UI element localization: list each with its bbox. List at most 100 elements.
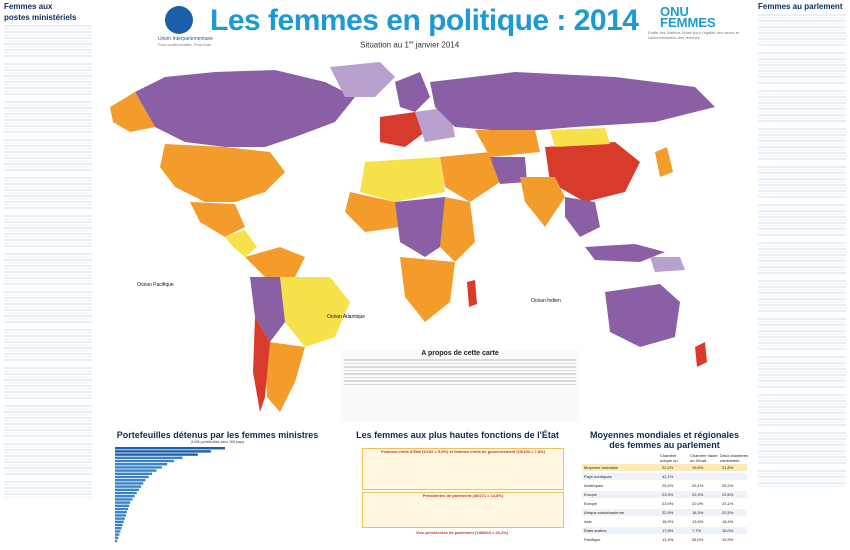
list-row: [4, 496, 92, 498]
world-map: Océan Pacifique Océan Atlantique Océan I…: [95, 52, 750, 422]
list-row: [758, 314, 846, 316]
portfolio-bar: [115, 456, 183, 459]
list-row: [4, 183, 92, 185]
list-row: [758, 231, 846, 233]
list-row: [4, 490, 92, 492]
list-row: [758, 286, 846, 288]
list-row: [4, 230, 92, 232]
averages-value: 25,1%: [692, 483, 704, 488]
list-row: [758, 158, 846, 160]
averages-row: États arabes 17,8% 7,7% 16,0%: [582, 527, 747, 534]
list-row: [758, 383, 846, 385]
averages-value: 22,4%: [692, 492, 704, 497]
list-row: [4, 347, 92, 349]
list-row: [4, 271, 92, 273]
list-row: [758, 172, 846, 174]
list-row: [4, 87, 92, 89]
averages-value: 23,3%: [662, 492, 674, 497]
averages-header-row: Chambre unique ou basseChambre haute ou …: [582, 452, 748, 468]
list-row: [758, 251, 846, 253]
list-row: [758, 397, 846, 399]
list-row: [4, 157, 92, 159]
about-text-line: [344, 359, 576, 361]
list-row: [4, 376, 92, 378]
list-row: [758, 90, 846, 92]
list-row: [4, 249, 92, 251]
list-row: [4, 224, 92, 226]
ipu-name: Union Interparlementaire: [158, 36, 214, 42]
list-row: [758, 128, 846, 130]
ipu-logo: [165, 6, 193, 34]
list-row: [758, 143, 846, 145]
parliament-title: Femmes au parlement: [758, 2, 843, 11]
list-row: [4, 280, 92, 282]
averages-region: Europe: [584, 501, 597, 506]
list-row: [4, 401, 92, 403]
list-row: [4, 446, 92, 448]
list-row: [758, 23, 846, 25]
list-row: [4, 312, 92, 314]
list-row: [4, 215, 92, 217]
north-africa-region: [360, 157, 445, 202]
indonesia-region: [585, 244, 665, 262]
ocean-label-pacific: Océan Pacifique: [137, 282, 174, 288]
about-text-line: [344, 362, 576, 364]
list-row: [758, 79, 846, 81]
list-row: [4, 242, 92, 244]
australia-region: [605, 284, 680, 347]
list-row: [758, 421, 846, 423]
list-row: [4, 370, 92, 372]
list-row: [758, 131, 846, 133]
list-row: [4, 426, 92, 428]
list-row: [4, 28, 92, 30]
portfolio-bar: [115, 495, 135, 498]
averages-value: 7,7%: [692, 528, 702, 533]
list-row: [758, 76, 846, 78]
list-row: [758, 327, 846, 329]
averages-col-header: Chambre haute ou Sénat: [690, 453, 718, 463]
heads-title: Les femmes aux plus hautes fonctions de …: [356, 430, 559, 440]
averages-region: Europe: [584, 492, 597, 497]
ministerial-title-line1: Femmes aux: [4, 2, 53, 11]
madagascar-region: [467, 280, 477, 307]
portfolio-bar: [115, 485, 142, 488]
list-row: [758, 333, 846, 335]
list-row: [758, 169, 846, 171]
list-row: [4, 253, 92, 255]
southeast-asia-region: [565, 197, 600, 237]
list-row: [758, 435, 846, 437]
heads-box-speakers: Présidentes de parlement (40/271 = 14,8%…: [362, 492, 564, 528]
list-row: [4, 218, 92, 220]
averages-row: Pays nordiques 42,1%: [582, 473, 747, 480]
list-row: [4, 116, 92, 118]
list-row: [4, 344, 92, 346]
list-row: [758, 428, 846, 430]
list-row: [4, 385, 92, 387]
list-row: [4, 455, 92, 457]
list-row: [758, 20, 846, 22]
list-row: [4, 484, 92, 486]
list-row: [4, 373, 92, 375]
list-row: [758, 108, 846, 110]
list-row: [4, 43, 92, 45]
list-row: [758, 280, 846, 282]
list-row: [758, 266, 846, 268]
list-row: [758, 181, 846, 183]
list-row: [758, 298, 846, 300]
list-row: [758, 348, 846, 350]
list-row: [4, 135, 92, 137]
portfolio-bar: [115, 475, 149, 479]
western-europe-region: [380, 112, 425, 147]
list-row: [4, 63, 92, 65]
averages-value: 25,2%: [662, 483, 674, 488]
heads-of-state-section: Les femmes aux plus hautes fonctions de …: [340, 430, 575, 548]
list-row: [4, 31, 92, 33]
averages-value: 23,6%: [722, 492, 734, 497]
list-row: [758, 55, 846, 57]
list-row: [4, 59, 92, 61]
list-row: [758, 207, 846, 209]
list-row: [758, 339, 846, 341]
list-row: [4, 429, 92, 431]
list-row: [758, 269, 846, 271]
list-row: [4, 318, 92, 320]
